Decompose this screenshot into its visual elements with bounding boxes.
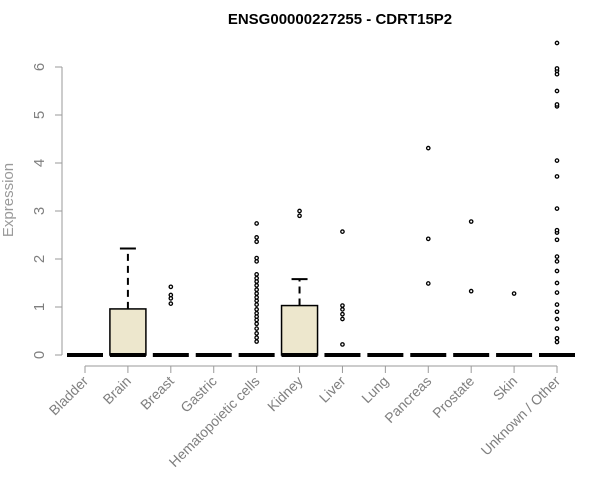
outlier-point	[254, 295, 259, 300]
outlier-point	[554, 227, 560, 233]
box-group	[238, 221, 275, 357]
outlier-point	[254, 310, 259, 316]
outlier-point	[554, 206, 560, 211]
outlier-point	[554, 102, 560, 107]
outlier-point	[254, 291, 259, 296]
y-tick-label: 1	[31, 303, 48, 311]
y-tick-label: 2	[31, 255, 48, 263]
outlier-point	[554, 66, 560, 71]
outlier-point	[554, 302, 560, 307]
outlier-point	[340, 303, 345, 308]
outlier-point	[254, 235, 259, 240]
outlier-point	[168, 284, 174, 290]
x-tick-label: Bladder	[46, 373, 92, 419]
outlier-point	[554, 88, 560, 94]
chart-title: ENSG00000227255 - CDRT15P2	[228, 11, 452, 28]
y-tick-label: 0	[31, 351, 48, 359]
box-group	[496, 291, 533, 357]
outlier-point	[254, 321, 259, 327]
x-tick-label: Lung	[358, 373, 391, 406]
outlier-point	[254, 339, 259, 344]
outlier-point	[297, 213, 302, 219]
x-tick-label: Pancreas	[381, 373, 434, 426]
y-axis-label: Expression	[0, 163, 17, 237]
outlier-point	[297, 208, 302, 214]
outlier-point	[254, 287, 259, 293]
outlier-point	[554, 339, 560, 345]
y-axis: 0 1 2 3 4 5 6	[31, 63, 63, 359]
x-tick-label: Breast	[137, 373, 177, 413]
y-tick-label: 3	[31, 207, 48, 215]
outlier-point	[168, 301, 174, 306]
outlier-point	[554, 326, 560, 331]
outlier-point	[340, 311, 345, 317]
outlier-point	[254, 221, 259, 226]
outlier-point	[254, 335, 259, 341]
outlier-point	[554, 316, 560, 322]
x-tick-label: Skin	[490, 373, 521, 404]
box-series	[67, 40, 575, 357]
outlier-point	[554, 259, 560, 264]
outlier-point	[254, 307, 259, 312]
outlier-point	[554, 335, 560, 341]
outlier-point	[254, 255, 259, 261]
outlier-point	[254, 275, 259, 281]
box	[280, 304, 319, 356]
outlier-point	[254, 331, 259, 336]
outlier-point	[511, 291, 517, 296]
outlier-point	[425, 281, 431, 286]
outlier-point	[554, 40, 560, 46]
outlier-point	[168, 292, 174, 298]
y-tick-label: 5	[31, 111, 48, 119]
x-tick-label: Brain	[100, 373, 134, 407]
outlier-point	[254, 283, 259, 288]
x-tick-label: Liver	[316, 373, 349, 406]
box-group	[109, 247, 147, 357]
box-group	[152, 284, 189, 357]
outlier-point	[425, 236, 431, 242]
outlier-point	[468, 288, 474, 294]
x-tick-label: Gastric	[177, 373, 220, 416]
outlier-point	[340, 307, 345, 312]
outlier-point	[340, 342, 345, 347]
outlier-point	[340, 316, 345, 322]
x-tick-label: Unknown / Other	[478, 373, 564, 459]
outlier-point	[254, 302, 259, 307]
outlier-point	[340, 229, 345, 234]
outlier-point	[554, 237, 560, 243]
outlier-point	[254, 272, 259, 277]
y-tick-label: 6	[31, 63, 48, 71]
box	[109, 308, 147, 356]
x-tick-label: Prostate	[429, 373, 477, 421]
outlier-point	[554, 158, 560, 163]
box-group	[410, 145, 447, 357]
box-group	[324, 229, 361, 357]
outlier-point	[554, 309, 560, 315]
x-tick-label: Kidney	[264, 373, 306, 415]
outlier-point	[554, 290, 560, 295]
outlier-point	[468, 219, 474, 224]
outlier-point	[554, 280, 560, 286]
outlier-point	[254, 326, 259, 331]
outlier-point	[425, 145, 431, 151]
box-group	[280, 208, 319, 357]
outlier-point	[554, 174, 560, 179]
box-group	[453, 219, 490, 357]
outlier-point	[554, 254, 560, 259]
outlier-point	[254, 239, 259, 245]
outlier-point	[554, 268, 560, 274]
y-tick-label: 4	[31, 159, 48, 167]
box-group	[539, 40, 575, 357]
